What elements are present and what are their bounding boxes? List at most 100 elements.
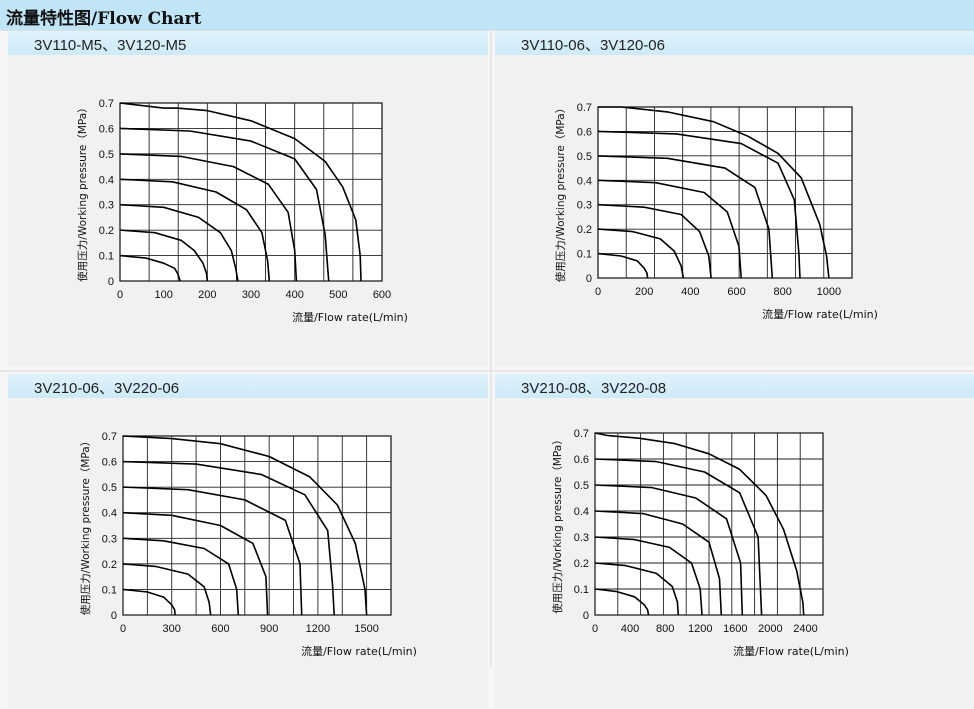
pressure-curve-5	[122, 486, 303, 616]
pressure-curve-1	[122, 588, 176, 616]
pressure-curve-6	[119, 127, 330, 282]
flow-chart-svg: 0 0.1 0.2 0.3 0.4 0.5 0.6 0.7 0 300 600 900 1200 1500…	[79, 431, 417, 658]
plot-area	[597, 106, 853, 279]
x-tick-label: 1500	[354, 623, 378, 635]
panel-title: 3V210-08、3V220-08	[521, 380, 667, 397]
x-tick-label: 600	[727, 286, 745, 298]
panel-title: 3V110-M5、3V120-M5	[34, 37, 187, 54]
vertical-divider	[490, 31, 492, 667]
y-tick-label: 0.7	[574, 428, 589, 440]
pressure-curve-4	[119, 178, 271, 282]
y-tick-label: 0	[586, 273, 592, 285]
pressure-curve-4	[597, 179, 742, 279]
x-tick-label: 600	[211, 623, 229, 635]
y-tick-label: 0.6	[102, 457, 117, 469]
y-tick-label: 0.6	[577, 126, 592, 138]
x-tick-label: 0	[120, 623, 126, 635]
pressure-curve-5	[597, 155, 774, 279]
y-tick-label: 0.2	[577, 224, 592, 236]
pressure-curve-6	[122, 460, 335, 616]
chart-panel-3v210-06: 3V210-06、3V220-06 0 0.1 0.2 0.3 0.4 0.5 0.6 0.7…	[8, 374, 488, 709]
pressure-curve-1	[119, 254, 182, 282]
x-tick-label: 100	[154, 289, 172, 301]
pressure-curve-3	[122, 537, 240, 616]
pressure-curve-2	[594, 562, 680, 616]
panel-title-bar: 3V210-08、3V220-08	[495, 374, 974, 398]
panel-title: 3V110-06、3V120-06	[521, 37, 665, 54]
x-tick-label: 200	[635, 286, 653, 298]
y-tick-label: 0.5	[577, 151, 592, 163]
y-tick-label: 0.4	[574, 506, 589, 518]
y-tick-label: 0.1	[574, 584, 589, 596]
x-tick-label: 2400	[793, 623, 817, 635]
x-tick-label: 300	[242, 289, 260, 301]
pressure-curve-3	[597, 203, 712, 279]
y-tick-label: 0	[108, 276, 114, 288]
x-tick-label: 1600	[723, 623, 747, 635]
y-tick-label: 0.3	[99, 200, 114, 212]
pressure-curve-2	[122, 563, 212, 616]
y-tick-label: 0.2	[102, 559, 117, 571]
x-tick-label: 1200	[306, 623, 330, 635]
x-tick-label: 800	[774, 286, 792, 298]
pressure-curve-5	[594, 484, 744, 616]
pressure-curve-6	[594, 458, 763, 616]
chart-panel-3v210-08: 3V210-08、3V220-08 0 0.1 0.2 0.3 0.4 0.5 0.6 0.7…	[495, 374, 974, 709]
pressure-curve-7	[594, 432, 805, 616]
y-tick-label: 0.1	[577, 249, 592, 261]
x-tick-label: 400	[621, 623, 639, 635]
y-tick-label: 0.3	[102, 533, 117, 545]
chart-panel-3v110-m5: 3V110-M5、3V120-M5 0 0.1 0.2 0.3 0.4 0.5 0.6 0.7…	[8, 31, 488, 366]
chart-panel-3v110-06: 3V110-06、3V120-06 0 0.1 0.2 0.3 0.4 0.5 0.6 0.7…	[495, 31, 974, 366]
y-tick-label: 0.7	[577, 102, 592, 114]
y-tick-label: 0.3	[577, 200, 592, 212]
pressure-curve-7	[598, 106, 830, 279]
pressure-curve-4	[594, 510, 723, 616]
y-tick-label: 0.7	[99, 98, 114, 110]
y-axis-label: 使用压力/Working pressure（MPa）	[554, 103, 567, 282]
x-tick-label: 600	[373, 289, 391, 301]
y-tick-label: 0.2	[574, 558, 589, 570]
pressure-curve-3	[119, 203, 239, 282]
x-tick-label: 0	[592, 623, 598, 635]
panel-title-bar: 3V210-06、3V220-06	[8, 374, 488, 398]
y-tick-label: 0.4	[102, 508, 117, 520]
page-title: 流量特性图/Flow Chart	[6, 9, 202, 29]
y-tick-label: 0.1	[99, 251, 114, 263]
x-tick-label: 0	[117, 289, 123, 301]
y-tick-label: 0.4	[99, 174, 114, 186]
y-tick-label: 0.5	[102, 482, 117, 494]
pressure-curve-2	[597, 228, 685, 279]
pressure-curve-2	[119, 229, 209, 282]
plot-area	[119, 102, 383, 282]
x-tick-label: 400	[285, 289, 303, 301]
panel-title-bar: 3V110-M5、3V120-M5	[8, 31, 488, 55]
x-tick-label: 500	[329, 289, 347, 301]
panel-title-bar: 3V110-06、3V120-06	[495, 31, 974, 55]
pressure-curve-7	[119, 102, 362, 282]
pressure-curve-1	[594, 588, 650, 616]
pressure-curve-1	[597, 252, 649, 279]
x-axis-label: 流量/Flow rate(L/min)	[733, 644, 849, 658]
x-tick-label: 2000	[758, 623, 782, 635]
x-tick-label: 800	[656, 623, 674, 635]
y-tick-label: 0.7	[102, 431, 117, 443]
y-axis-label: 使用压力/Working pressure（MPa）	[551, 434, 564, 613]
x-tick-label: 900	[260, 623, 278, 635]
horizontal-divider	[0, 370, 974, 372]
y-tick-label: 0.6	[574, 454, 589, 466]
y-axis-label: 使用压力/Working pressure（MPa）	[76, 102, 89, 281]
x-tick-label: 200	[198, 289, 216, 301]
flow-chart-svg: 0 0.1 0.2 0.3 0.4 0.5 0.6 0.7 0 400 800 1200 1600 200…	[551, 428, 849, 658]
x-axis-label: 流量/Flow rate(L/min)	[292, 310, 408, 324]
flow-chart-svg: 0 0.1 0.2 0.3 0.4 0.5 0.6 0.7 0 200 400 600 800 1000 流…	[554, 102, 878, 321]
pressure-curve-7	[122, 435, 368, 616]
pressure-curve-5	[119, 153, 298, 282]
pressure-curve-6	[597, 130, 801, 279]
y-tick-label: 0.6	[99, 123, 114, 135]
y-tick-label: 0.5	[99, 149, 114, 161]
y-tick-label: 0	[111, 610, 117, 622]
pressure-curve-4	[122, 511, 269, 616]
panel-title: 3V210-06、3V220-06	[34, 380, 180, 397]
x-tick-label: 1000	[817, 286, 841, 298]
